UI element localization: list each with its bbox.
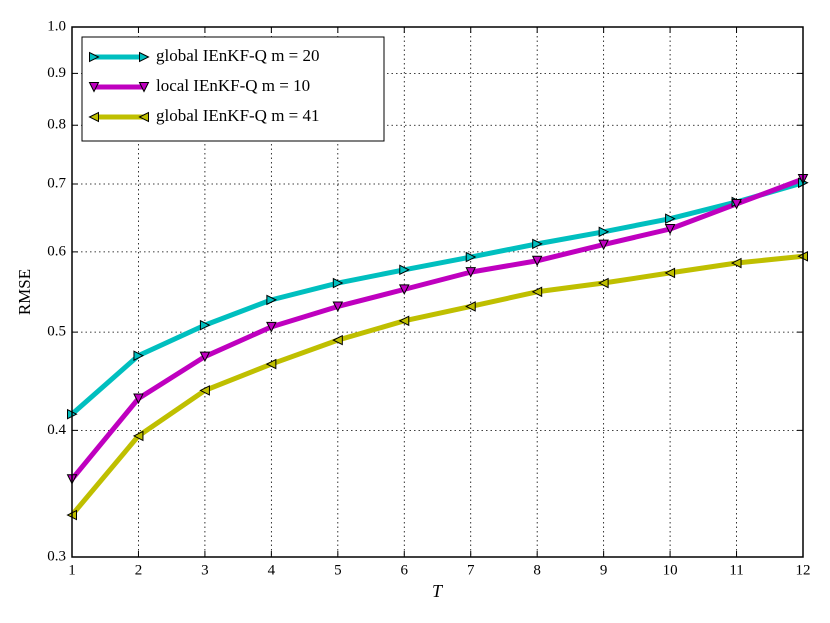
x-tick-label: 7	[467, 562, 475, 578]
marker	[133, 350, 145, 361]
legend-marker	[138, 111, 149, 123]
y-tick-label: 0.3	[47, 548, 66, 564]
marker	[133, 393, 144, 405]
x-axis-label: T	[432, 581, 444, 601]
x-tick-label: 4	[268, 562, 276, 578]
marker	[532, 238, 543, 250]
marker	[199, 319, 211, 331]
marker	[665, 213, 676, 224]
legend: global IEnKF-Q m = 20 local IEnKF-Q m = 1…	[81, 36, 385, 142]
marker	[266, 321, 277, 333]
marker	[731, 198, 742, 210]
marker	[531, 286, 543, 298]
y-tick-label: 0.6	[47, 243, 66, 259]
y-tick-label: 0.9	[47, 65, 66, 81]
x-tick-label: 11	[729, 562, 743, 578]
marker	[332, 277, 344, 289]
series-line	[70, 253, 804, 517]
y-tick-label: 0.8	[47, 117, 66, 133]
legend-marker	[138, 82, 150, 93]
x-tick-label: 12	[796, 562, 811, 578]
x-tick-label: 8	[533, 562, 541, 578]
x-tick-label: 10	[663, 562, 678, 578]
legend-marker	[89, 51, 100, 63]
x-tick-label: 9	[600, 562, 608, 578]
y-tick-label: 1.0	[47, 18, 66, 34]
marker	[132, 430, 144, 442]
y-tick-label: 0.4	[47, 422, 66, 438]
marker	[266, 294, 277, 306]
marker	[664, 267, 676, 279]
marker	[399, 264, 410, 276]
x-tick-label: 3	[201, 562, 209, 578]
plot-frame	[71, 26, 804, 558]
legend-label: local IEnKF-Q m = 10	[156, 76, 310, 95]
marker	[465, 251, 477, 263]
marker	[398, 315, 410, 327]
legend-marker	[88, 111, 99, 123]
x-tick-label: 2	[135, 562, 143, 578]
x-tick-label: 6	[401, 562, 409, 578]
legend-marker	[139, 51, 150, 63]
marker	[265, 358, 277, 370]
y-tick-label: 0.7	[47, 175, 66, 191]
marker	[465, 301, 476, 312]
x-tick-label: 1	[68, 562, 76, 578]
y-tick-label: 0.5	[47, 324, 66, 340]
marker	[730, 257, 742, 269]
marker	[332, 334, 343, 346]
series-line	[70, 180, 804, 417]
x-tick-label: 5	[334, 562, 342, 578]
marker	[598, 226, 610, 238]
marker	[332, 301, 344, 313]
marker	[398, 284, 410, 295]
marker	[531, 255, 543, 267]
marker	[598, 277, 609, 289]
marker	[199, 385, 210, 396]
legend-label: global IEnKF-Q m = 41	[156, 106, 320, 125]
marker	[465, 267, 477, 278]
marker	[598, 239, 609, 251]
marker	[199, 351, 211, 363]
legend-marker	[88, 82, 100, 93]
series-line	[70, 176, 804, 481]
legend-label: global IEnKF-Q m = 20	[156, 46, 320, 65]
y-axis-label: RMSE	[15, 269, 34, 315]
marker	[664, 223, 676, 235]
